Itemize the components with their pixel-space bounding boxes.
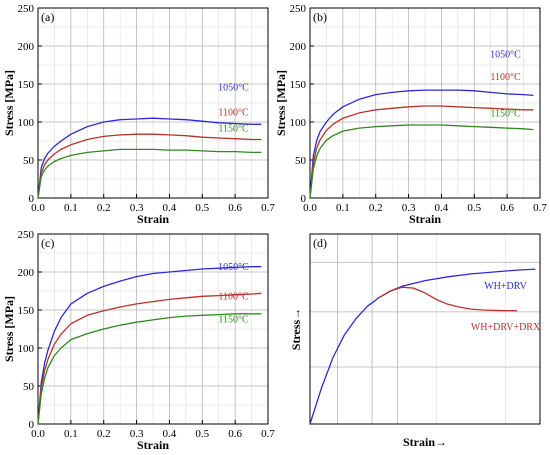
x-tick-label: 0.1 — [64, 202, 78, 214]
series-label: WH+DRV — [484, 281, 527, 292]
y-tick-label: 150 — [18, 79, 35, 91]
y-tick-label: 0 — [29, 419, 35, 431]
series-label: 1150°C — [218, 124, 249, 135]
y-tick-label: 150 — [290, 79, 307, 91]
chart-panel-2: 0 50 100 150 200 250 0.0 0.1 0.2 0.3 0.4 0.5 0.6 0.7 1… — [274, 3, 547, 226]
x-axis-title: Strain — [409, 212, 441, 226]
y-tick-label: 50 — [23, 381, 35, 393]
x-tick-label: 0.2 — [369, 202, 383, 214]
x-tick-label: 0.0 — [303, 202, 317, 214]
series-line-3 — [37, 148, 262, 199]
series-line-2 — [37, 133, 262, 199]
series-label: 1050°C — [490, 49, 521, 60]
y-tick-label: 50 — [295, 155, 307, 167]
x-tick-label: 0.1 — [64, 428, 78, 440]
chart-panel-1: 0 50 100 150 200 250 0.0 0.1 0.2 0.3 0.4 0.5 0.6 0.7 1… — [2, 3, 275, 226]
y-tick-label: 250 — [18, 229, 35, 241]
panel-label: (d) — [313, 236, 327, 250]
x-tick-label: 0.7 — [533, 202, 547, 214]
y-tick-label: 0 — [29, 193, 35, 205]
y-axis-title: Stress [MPa] — [274, 70, 288, 136]
panel-label: (c) — [41, 236, 54, 250]
x-tick-label: 0.5 — [195, 202, 209, 214]
series-line-2 — [37, 292, 262, 425]
x-tick-label: 0.4 — [435, 202, 449, 214]
series-line-2 — [309, 105, 534, 199]
y-axis-title: Stress [MPa] — [2, 296, 16, 362]
series-label: WH+DRV+DRX — [471, 322, 541, 333]
series-line-1 — [37, 117, 262, 199]
series-line-2 — [378, 286, 517, 312]
y-tick-label: 150 — [18, 305, 35, 317]
series-label: 1050°C — [218, 262, 249, 273]
plot-frame — [309, 7, 541, 199]
x-tick-label: 0.5 — [195, 428, 209, 440]
x-tick-label: 0.4 — [163, 202, 177, 214]
x-tick-label: 0.3 — [402, 202, 416, 214]
plot-frame — [37, 7, 269, 199]
series-line-3 — [309, 124, 534, 199]
chart-panel-3: 0 50 100 150 200 250 0.0 0.1 0.2 0.3 0.4 0.5 0.6 0.7 1… — [2, 229, 275, 452]
x-tick-label: 0.7 — [261, 428, 275, 440]
y-axis-title: Stress→ — [289, 308, 303, 350]
series-line-1 — [37, 266, 262, 425]
x-tick-label: 0.0 — [31, 202, 45, 214]
plot-frame — [37, 233, 269, 425]
x-tick-label: 0.3 — [130, 428, 144, 440]
panel-label: (a) — [41, 10, 54, 24]
y-axis-title: Stress [MPa] — [2, 70, 16, 136]
series-label: 1050°C — [218, 83, 249, 94]
y-tick-label: 250 — [18, 3, 35, 15]
x-tick-label: 0.6 — [228, 428, 242, 440]
x-tick-label: 0.1 — [336, 202, 350, 214]
x-tick-label: 0.0 — [31, 428, 45, 440]
series-label: 1100°C — [218, 292, 249, 303]
series-label: 1150°C — [490, 108, 521, 119]
series-line-3 — [37, 313, 262, 425]
y-tick-label: 200 — [18, 41, 35, 53]
series-label: 1150°C — [218, 314, 249, 325]
y-tick-label: 200 — [290, 41, 307, 53]
x-tick-label: 0.2 — [97, 202, 111, 214]
y-tick-label: 100 — [18, 343, 35, 355]
x-tick-label: 0.6 — [500, 202, 514, 214]
x-tick-label: 0.3 — [130, 202, 144, 214]
x-tick-label: 0.6 — [228, 202, 242, 214]
y-tick-label: 100 — [290, 117, 307, 129]
y-tick-label: 100 — [18, 117, 35, 129]
panel-label: (b) — [313, 10, 327, 24]
x-tick-label: 0.7 — [261, 202, 275, 214]
plot-frame — [309, 233, 541, 425]
x-axis-title: Strain — [137, 212, 169, 226]
y-tick-label: 50 — [23, 155, 35, 167]
x-axis-title: Strain→ — [403, 435, 447, 449]
x-axis-title: Strain — [137, 438, 169, 452]
x-tick-label: 0.5 — [467, 202, 481, 214]
x-tick-label: 0.2 — [97, 428, 111, 440]
series-line-1 — [309, 89, 534, 199]
y-tick-label: 200 — [18, 267, 35, 279]
chart-panel-4: WH+DRV WH+DRV+DRX (d) Strain→ Stress→ — [289, 233, 541, 449]
x-tick-label: 0.4 — [163, 428, 177, 440]
y-tick-label: 0 — [301, 193, 307, 205]
series-label: 1100°C — [218, 107, 249, 118]
series-label: 1100°C — [490, 72, 521, 83]
y-tick-label: 250 — [290, 3, 307, 15]
